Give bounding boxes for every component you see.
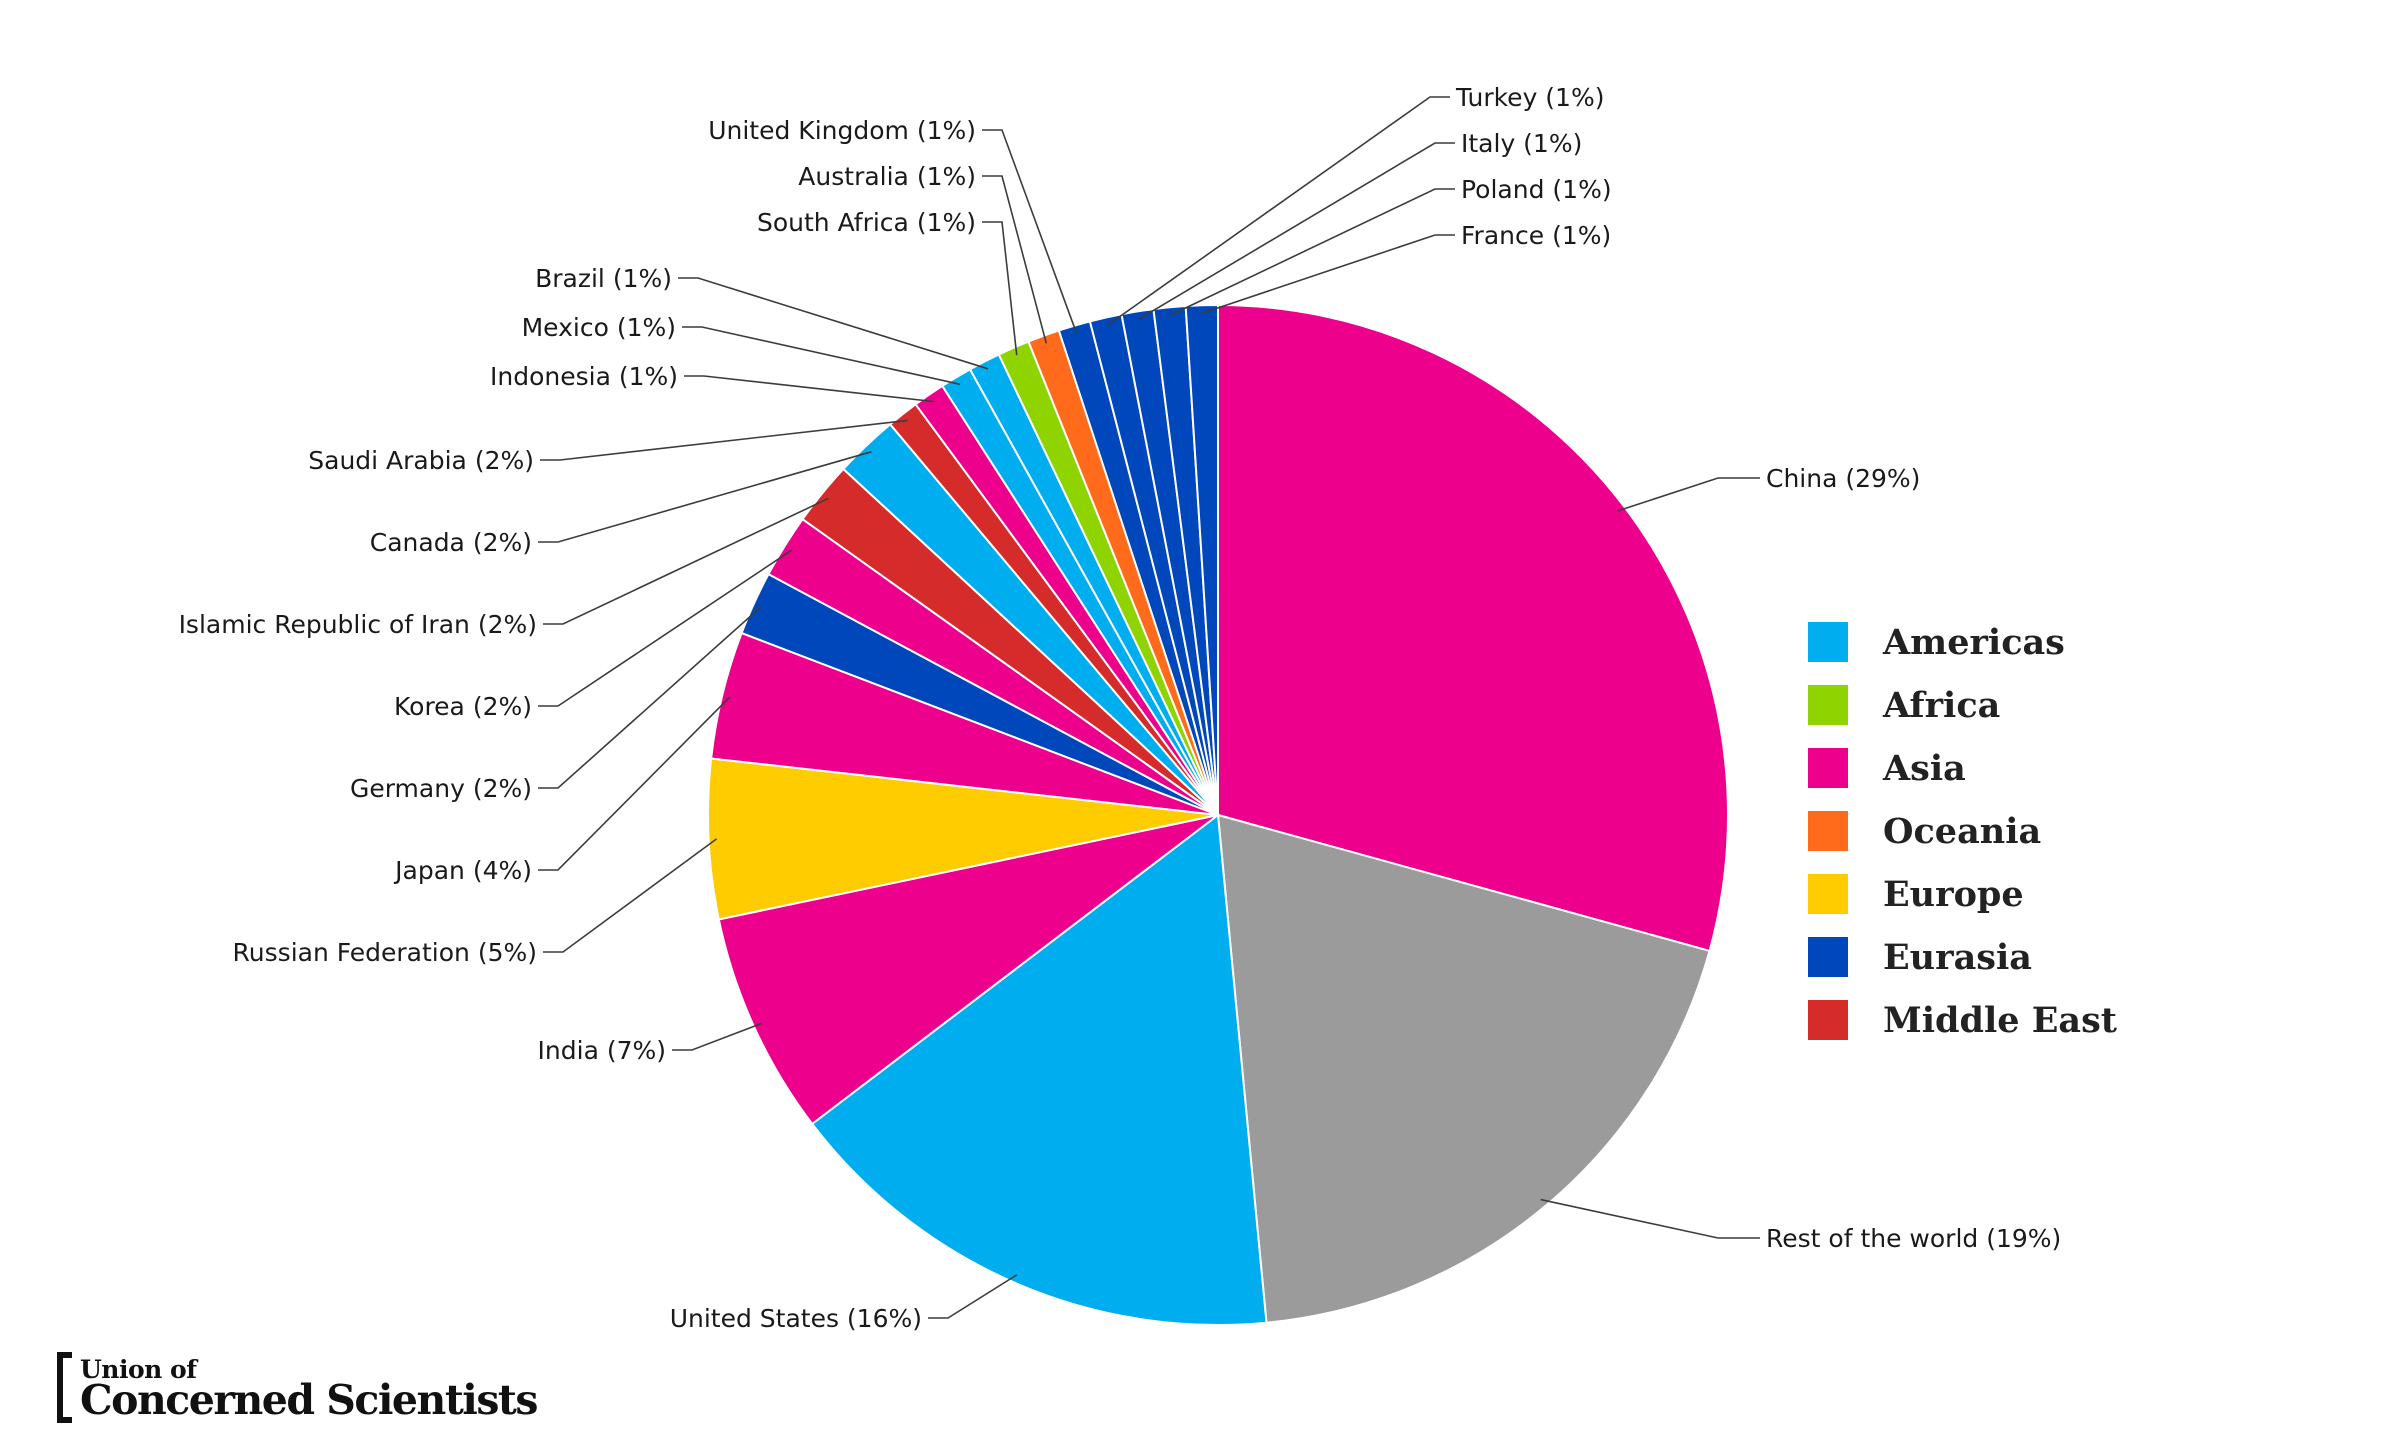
legend-label-europe: Europe (1883, 874, 2024, 915)
slice-label-united-states: United States (16%) (670, 1304, 922, 1333)
leader-line-saudi-arabia (540, 419, 908, 461)
slice-label-indonesia: Indonesia (1%) (490, 362, 678, 391)
slice-label-turkey: Turkey (1%) (1455, 83, 1604, 112)
leader-line-poland (1169, 188, 1455, 316)
pie-slice-rest-of-the-world (1216, 813, 1711, 1324)
leader-line-islamic-republic-of-iran (543, 497, 829, 625)
legend-swatch-africa (1808, 685, 1848, 725)
leader-line-russian-federation (543, 838, 718, 953)
slice-label-saudi-arabia: Saudi Arabia (2%) (308, 446, 534, 475)
pie-slices (707, 303, 1729, 1326)
legend-label-americas: Americas (1882, 622, 2065, 663)
slice-label-china: China (29%) (1766, 464, 1920, 493)
leader-line-south-africa (982, 221, 1018, 356)
leader-line-united-kingdom (982, 129, 1078, 334)
leader-lines (538, 96, 1760, 1319)
legend-label-middle-east: Middle East (1883, 1000, 2117, 1041)
slice-label-poland: Poland (1%) (1461, 175, 1612, 204)
slice-label-india: India (7%) (538, 1036, 666, 1065)
leader-line-australia (982, 175, 1048, 344)
slice-label-france: France (1%) (1461, 221, 1611, 250)
slice-label-islamic-republic-of-iran: Islamic Republic of Iran (2%) (179, 610, 537, 639)
slice-label-italy: Italy (1%) (1461, 129, 1582, 158)
leader-line-china (1617, 477, 1760, 512)
leader-line-korea (538, 549, 792, 707)
leader-line-indonesia (684, 375, 934, 403)
slice-label-russian-federation: Russian Federation (5%) (233, 938, 537, 967)
ucs-logo: Union of Concerned Scientists (57, 1352, 539, 1424)
pie-slice-france (1184, 303, 1219, 816)
legend-label-africa: Africa (1882, 685, 2000, 726)
slice-label-brazil: Brazil (1%) (535, 264, 672, 293)
leader-line-india (672, 1022, 762, 1051)
slice-label-canada: Canada (2%) (370, 528, 532, 557)
leader-line-rest-of-the-world (1540, 1198, 1760, 1239)
legend-swatch-americas (1808, 622, 1848, 662)
legend-label-eurasia: Eurasia (1883, 937, 2032, 978)
slice-label-korea: Korea (2%) (394, 692, 532, 721)
slice-label-rest-of-the-world: Rest of the world (19%) (1766, 1224, 2061, 1253)
slice-label-south-africa: South Africa (1%) (757, 208, 976, 237)
legend-label-oceania: Oceania (1883, 811, 2041, 852)
leader-line-france (1201, 234, 1455, 315)
leader-line-japan (538, 696, 731, 871)
slice-label-germany: Germany (2%) (350, 774, 532, 803)
logo-line1: Union of (80, 1355, 199, 1384)
leader-line-canada (538, 450, 872, 543)
logo-bracket (57, 1352, 72, 1423)
leader-line-mexico (682, 326, 961, 386)
legend-swatch-eurasia (1808, 937, 1848, 977)
leader-line-germany (538, 605, 762, 789)
slice-label-united-kingdom: United Kingdom (1%) (708, 116, 976, 145)
pie-slice-china (1217, 303, 1729, 953)
leader-line-turkey (1106, 96, 1450, 326)
leader-line-united-states (928, 1274, 1018, 1319)
slice-label-japan: Japan (4%) (393, 856, 532, 885)
pie-slice-russian-federation (707, 757, 1219, 921)
legend-swatch-middle-east (1808, 1000, 1848, 1040)
leader-line-brazil (678, 277, 989, 370)
leader-line-italy (1138, 142, 1455, 320)
legend-swatch-europe (1808, 874, 1848, 914)
legend-swatch-oceania (1808, 811, 1848, 851)
legend-swatch-asia (1808, 748, 1848, 788)
logo-line2: Concerned Scientists (80, 1376, 537, 1424)
slice-labels: China (29%) Rest of the world (19%) United… (179, 83, 2062, 1333)
slice-label-australia: Australia (1%) (798, 162, 976, 191)
legend-label-asia: Asia (1882, 748, 1966, 789)
pie-slice-united-states (810, 813, 1268, 1326)
legend: Americas Africa Asia Oceania Europe Eurasia Mi… (1808, 622, 2117, 1041)
slice-label-mexico: Mexico (1%) (522, 313, 676, 342)
